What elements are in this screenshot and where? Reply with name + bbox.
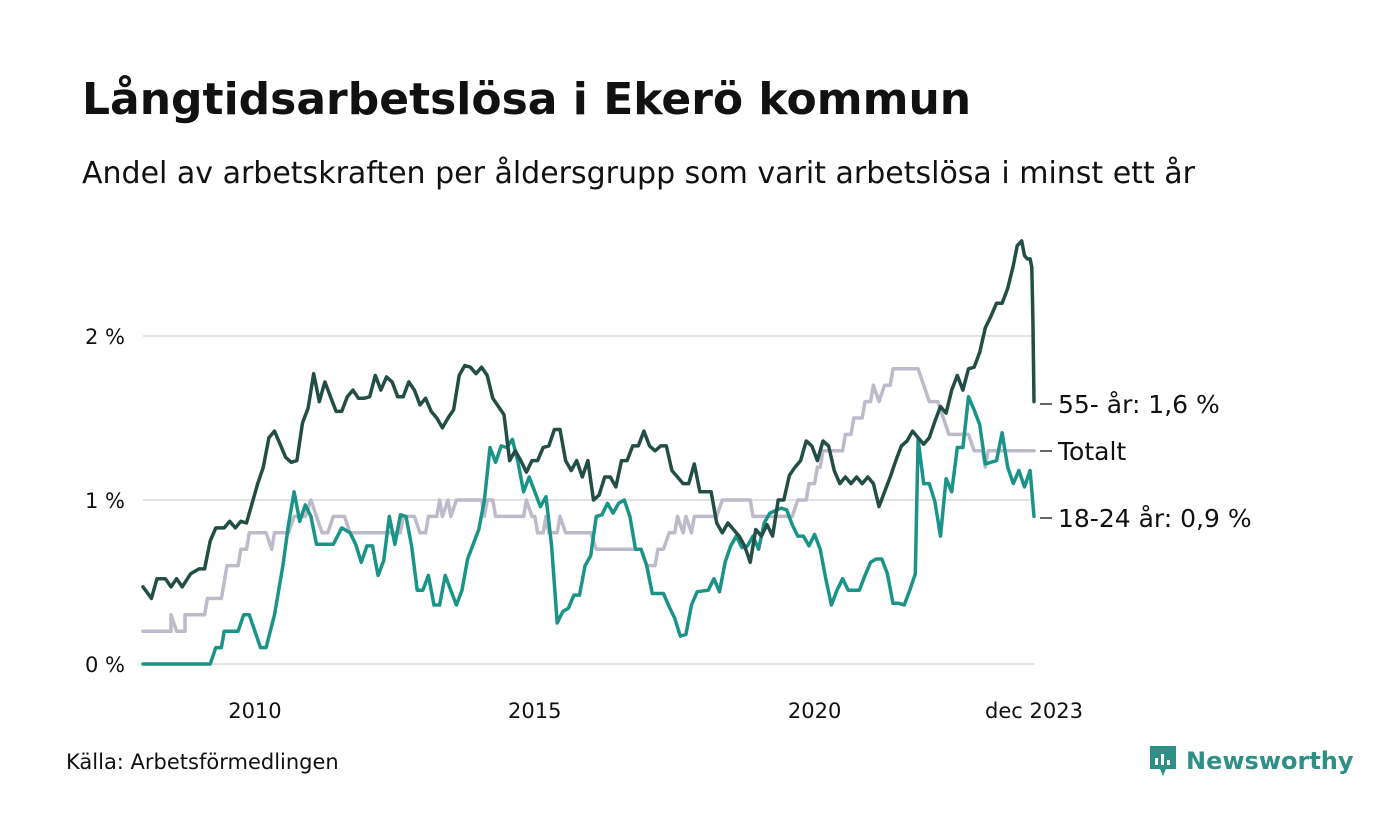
series-line-18-24-r <box>141 394 1036 666</box>
brand: Newsworthy <box>1148 744 1354 778</box>
series-end-label: 18-24 år: 0,9 % <box>1058 504 1252 533</box>
newsworthy-logo-icon <box>1150 746 1176 776</box>
x-tick-label: 2020 <box>788 699 841 723</box>
x-tick-label: 2015 <box>508 699 561 723</box>
y-tick-label: 2 % <box>85 325 125 349</box>
y-tick-label: 0 % <box>85 653 125 677</box>
y-axis-tick-labels: 0 % 1 % 2 % <box>85 325 125 677</box>
series-lines <box>141 239 1036 666</box>
series-end-label: Totalt <box>1057 437 1126 466</box>
series-end-label: 55- år: 1,6 % <box>1058 390 1220 419</box>
brand-name: Newsworthy <box>1186 747 1354 775</box>
x-axis-tick-labels: 2010 2015 2020 dec 2023 <box>228 699 1083 723</box>
grid-lines <box>143 335 1034 665</box>
series-end-labels: Totalt 18-24 år: 0,9 % 55- år: 1,6 % <box>1040 390 1252 533</box>
series-line-55-r <box>141 239 1036 601</box>
chart-subtitle: Andel av arbetskraften per åldersgrupp s… <box>82 156 1195 191</box>
series-line-totalt <box>141 367 1036 633</box>
y-tick-label: 1 % <box>85 489 125 513</box>
x-tick-label: 2010 <box>228 699 281 723</box>
x-tick-label: dec 2023 <box>985 699 1083 723</box>
chart-title: Långtidsarbetslösa i Ekerö kommun <box>82 74 972 125</box>
source-note: Källa: Arbetsförmedlingen <box>66 750 339 774</box>
